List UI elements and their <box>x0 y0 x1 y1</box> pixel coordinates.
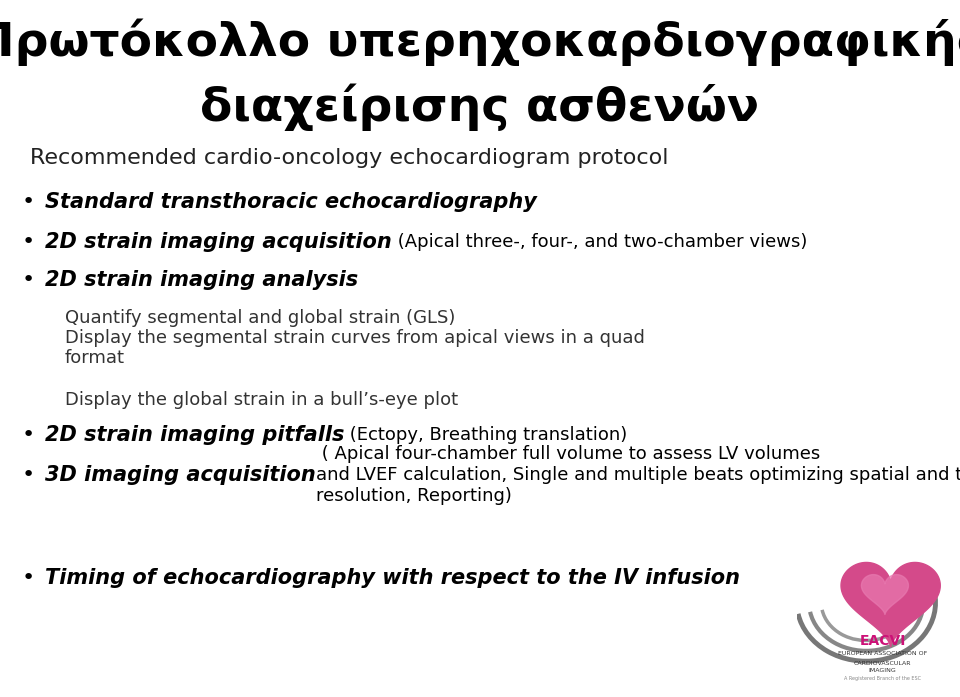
Text: CARDIOVASCULAR: CARDIOVASCULAR <box>853 661 911 666</box>
Polygon shape <box>861 574 908 615</box>
Polygon shape <box>841 562 940 647</box>
Text: Recommended cardio-oncology echocardiogram protocol: Recommended cardio-oncology echocardiogr… <box>30 148 668 168</box>
Text: •: • <box>22 192 36 212</box>
Text: ( Apical four-chamber full volume to assess LV volumes
and LVEF calculation, Sin: ( Apical four-chamber full volume to ass… <box>316 445 960 505</box>
Text: IMAGING: IMAGING <box>869 668 897 673</box>
Text: Display the segmental strain curves from apical views in a quad
format: Display the segmental strain curves from… <box>65 328 645 367</box>
Text: Πρωτόκολλο υπερηχοκαρδιογραφικής: Πρωτόκολλο υπερηχοκαρδιογραφικής <box>0 18 960 66</box>
Text: 2D strain imaging pitfalls: 2D strain imaging pitfalls <box>45 425 345 445</box>
Text: διαχείρισης ασθενών: διαχείρισης ασθενών <box>201 83 759 131</box>
Text: •: • <box>22 465 36 485</box>
Text: A Registered Branch of the ESC: A Registered Branch of the ESC <box>844 676 921 681</box>
Text: •: • <box>22 270 36 290</box>
Text: 3D imaging acquisition: 3D imaging acquisition <box>45 465 316 485</box>
Text: EUROPEAN ASSOCIATION OF: EUROPEAN ASSOCIATION OF <box>838 652 927 657</box>
Text: EACVI: EACVI <box>859 634 905 648</box>
Text: •: • <box>22 568 36 588</box>
Text: •: • <box>22 232 36 252</box>
Text: •: • <box>22 425 36 445</box>
Text: (Ectopy, Breathing translation): (Ectopy, Breathing translation) <box>345 426 628 444</box>
Text: Timing of echocardiography with respect to the IV infusion: Timing of echocardiography with respect … <box>45 568 740 588</box>
Text: Standard transthoracic echocardiography: Standard transthoracic echocardiography <box>45 192 537 212</box>
Text: (Apical three-, four-, and two-chamber views): (Apical three-, four-, and two-chamber v… <box>392 233 807 251</box>
Text: Display the global strain in a bull’s-eye plot: Display the global strain in a bull’s-ey… <box>65 391 458 409</box>
Text: 2D strain imaging acquisition: 2D strain imaging acquisition <box>45 232 392 252</box>
Text: Quantify segmental and global strain (GLS): Quantify segmental and global strain (GL… <box>65 309 455 327</box>
Text: 2D strain imaging analysis: 2D strain imaging analysis <box>45 270 358 290</box>
